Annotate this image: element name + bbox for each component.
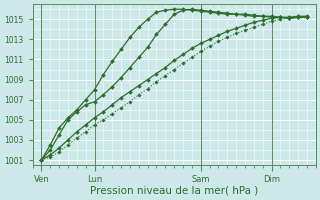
- X-axis label: Pression niveau de la mer( hPa ): Pression niveau de la mer( hPa ): [90, 186, 258, 196]
